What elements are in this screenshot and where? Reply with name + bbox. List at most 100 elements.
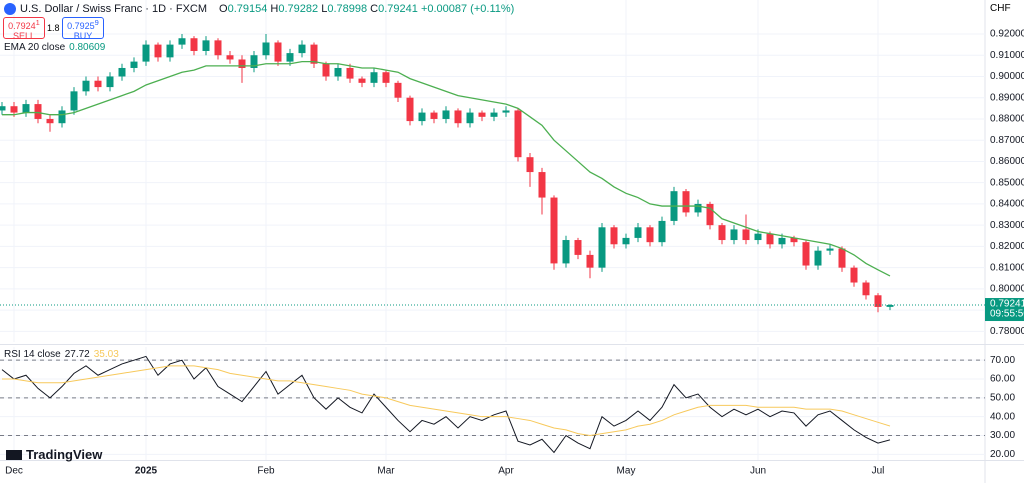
buy-button[interactable]: 0.79259 BUY <box>62 17 104 41</box>
candle-body <box>106 76 114 88</box>
candle-body <box>298 44 306 54</box>
candle-body <box>706 203 714 226</box>
candle-body <box>58 110 66 124</box>
candle-body <box>634 227 642 238</box>
candle-body <box>514 110 522 158</box>
rsi-title: RSI 14 close <box>4 349 61 360</box>
candle-body <box>262 42 270 56</box>
y-tick-label: 0.92000 <box>990 29 1024 40</box>
candle-body <box>742 229 750 241</box>
brand[interactable]: TradingView <box>6 447 102 462</box>
candle-body <box>562 240 570 264</box>
y-tick-label: 0.82000 <box>990 241 1024 252</box>
sell-price: 0.7924 <box>8 21 36 31</box>
candle-body <box>34 104 42 119</box>
candle-body <box>250 55 258 68</box>
candle-body <box>682 191 690 213</box>
candle-body <box>622 237 630 245</box>
candle-body <box>502 110 510 113</box>
ohlc-label: C <box>370 3 379 15</box>
candle-body <box>370 72 378 83</box>
y-tick-label: 50.00 <box>990 392 1015 403</box>
candle-body <box>118 67 126 77</box>
x-tick-label: Feb <box>257 466 275 477</box>
rsi-ma-value: 35.03 <box>93 349 119 360</box>
candle-body <box>310 44 318 64</box>
candle-body <box>658 220 666 243</box>
spread: 1.8 <box>47 23 60 33</box>
x-tick-label: Dec <box>5 466 23 477</box>
candle-body <box>646 227 654 243</box>
sell-pip: 1 <box>35 18 40 27</box>
y-tick-label: 0.78000 <box>990 326 1024 337</box>
ema-line <box>2 60 891 277</box>
brand-name: TradingView <box>26 447 103 462</box>
candle-body <box>454 110 462 124</box>
ema-name: EMA 20 close <box>4 42 66 53</box>
candle-body <box>238 59 246 68</box>
ema-legend: EMA 20 close 0.80609 <box>4 42 105 53</box>
symbol[interactable]: U.S. Dollar / Swiss Franc · 1D · FXCM <box>20 3 208 15</box>
candle-body <box>142 44 150 62</box>
y-tick-label: 30.00 <box>990 430 1015 441</box>
y-tick-label: 0.89000 <box>990 92 1024 103</box>
y-tick-label: 70.00 <box>990 355 1015 366</box>
candle-body <box>226 55 234 60</box>
candle-body <box>826 248 834 251</box>
x-tick-label: Jul <box>872 466 885 477</box>
high: 0.79282 <box>278 3 319 15</box>
y-tick-label: 60.00 <box>990 374 1015 385</box>
candle-body <box>550 197 558 264</box>
candle-body <box>358 78 366 83</box>
symbol-icon <box>4 3 16 15</box>
y-tick-label: 0.81000 <box>990 262 1024 273</box>
candle-body <box>94 80 102 88</box>
candle-body <box>394 82 402 98</box>
candle-body <box>694 203 702 213</box>
y-tick-label: 0.84000 <box>990 199 1024 210</box>
y-tick-label: 20.00 <box>990 449 1015 460</box>
candle-body <box>382 72 390 83</box>
candle-body <box>598 227 606 268</box>
change: +0.00087 (+0.11%) <box>420 3 515 15</box>
legend: U.S. Dollar / Swiss Franc · 1D · FXCM O0… <box>4 3 514 15</box>
candle-body <box>466 112 474 124</box>
y-tick-label: 40.00 <box>990 411 1015 422</box>
candle-body <box>838 248 846 268</box>
sell-button[interactable]: 0.79241 SELL <box>3 17 45 41</box>
x-tick-label: Jun <box>750 466 766 477</box>
candle-body <box>850 267 858 283</box>
candle-body <box>802 242 810 266</box>
rsi-value: 27.72 <box>64 349 90 360</box>
candle-body <box>46 118 54 124</box>
candle-body <box>202 40 210 51</box>
x-tick-label: Mar <box>377 466 395 477</box>
y-tick-label: 0.80000 <box>990 284 1024 295</box>
candle-body <box>0 106 6 111</box>
x-tick-label: Apr <box>498 466 514 477</box>
candle-body <box>418 112 426 122</box>
candle-body <box>406 97 414 122</box>
candle-body <box>130 61 138 68</box>
buy-pip: 9 <box>94 18 99 27</box>
candle-body <box>178 38 186 45</box>
candle-body <box>22 104 30 113</box>
candle-body <box>478 112 486 117</box>
currency: CHF <box>990 3 1011 14</box>
ohlc-label: H <box>270 3 279 15</box>
candle-body <box>322 63 330 77</box>
candle-body <box>886 305 894 307</box>
candle-body <box>274 42 282 62</box>
y-tick-label: 0.87000 <box>990 135 1024 146</box>
candle-body <box>154 44 162 58</box>
candle-body <box>490 112 498 117</box>
candle-body <box>442 110 450 119</box>
candle-body <box>10 106 18 113</box>
candle-body <box>538 172 546 198</box>
y-tick-label: 0.90000 <box>990 71 1024 82</box>
sell-label: SELL <box>12 31 36 41</box>
candle-body <box>166 44 174 58</box>
ohlc-label: L <box>321 3 328 15</box>
close: 0.79241 <box>378 3 418 15</box>
